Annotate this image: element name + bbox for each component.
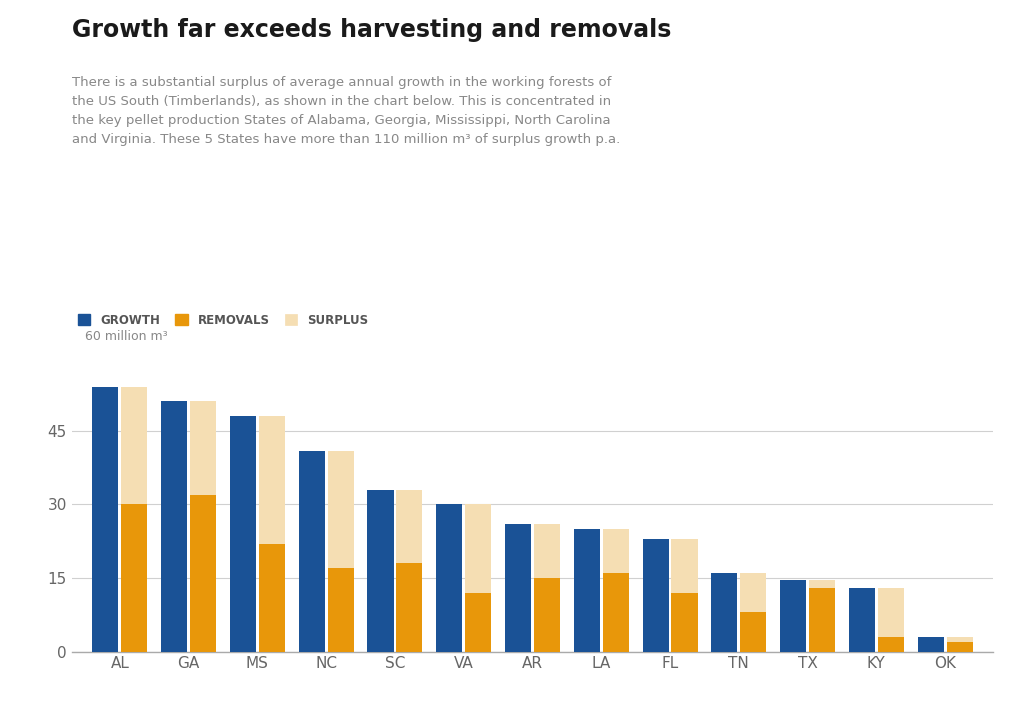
- Bar: [368, 489, 393, 652]
- Text: 60 million m³: 60 million m³: [85, 329, 168, 342]
- Bar: [534, 578, 560, 652]
- Bar: [712, 573, 737, 652]
- Text: Growth far exceeds harvesting and removals: Growth far exceeds harvesting and remova…: [72, 18, 671, 42]
- Legend: GROWTH, REMOVALS, SURPLUS: GROWTH, REMOVALS, SURPLUS: [78, 314, 369, 327]
- Bar: [161, 402, 187, 652]
- Bar: [436, 505, 462, 652]
- Bar: [259, 416, 285, 652]
- Bar: [809, 588, 836, 652]
- Bar: [229, 416, 256, 652]
- Bar: [259, 544, 285, 652]
- Bar: [299, 450, 325, 652]
- Bar: [740, 573, 766, 652]
- Bar: [780, 581, 806, 652]
- Bar: [396, 489, 423, 652]
- Bar: [465, 593, 492, 652]
- Text: There is a substantial surplus of average annual growth in the working forests o: There is a substantial surplus of averag…: [72, 76, 620, 146]
- Bar: [534, 524, 560, 652]
- Bar: [573, 529, 600, 652]
- Bar: [328, 450, 353, 652]
- Bar: [946, 637, 973, 652]
- Bar: [603, 529, 629, 652]
- Bar: [190, 402, 216, 652]
- Bar: [121, 387, 147, 652]
- Bar: [505, 524, 531, 652]
- Bar: [328, 568, 353, 652]
- Bar: [396, 563, 423, 652]
- Bar: [672, 593, 697, 652]
- Bar: [878, 637, 904, 652]
- Bar: [809, 581, 836, 652]
- Bar: [642, 539, 669, 652]
- Bar: [465, 505, 492, 652]
- Bar: [878, 588, 904, 652]
- Bar: [603, 573, 629, 652]
- Bar: [918, 637, 944, 652]
- Bar: [946, 641, 973, 652]
- Bar: [92, 387, 119, 652]
- Bar: [190, 494, 216, 652]
- Bar: [740, 613, 766, 652]
- Bar: [672, 539, 697, 652]
- Bar: [121, 505, 147, 652]
- Bar: [849, 588, 874, 652]
